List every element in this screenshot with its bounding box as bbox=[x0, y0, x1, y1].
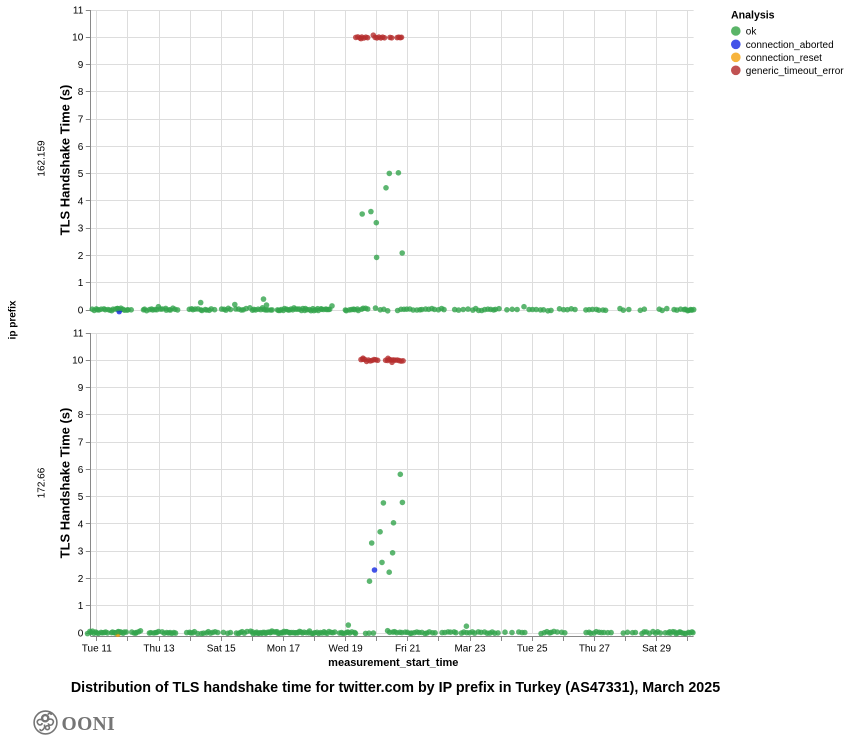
svg-text:2: 2 bbox=[78, 251, 84, 262]
svg-text:3: 3 bbox=[78, 224, 84, 235]
svg-text:9: 9 bbox=[78, 60, 84, 71]
svg-text:TLS Handshake Time (s): TLS Handshake Time (s) bbox=[57, 408, 72, 559]
svg-text:0: 0 bbox=[78, 628, 84, 639]
svg-text:connection_aborted: connection_aborted bbox=[746, 40, 834, 51]
svg-text:5: 5 bbox=[78, 169, 84, 180]
svg-text:Fri 21: Fri 21 bbox=[395, 644, 421, 655]
svg-text:1: 1 bbox=[78, 601, 84, 612]
svg-text:0: 0 bbox=[78, 305, 84, 316]
svg-text:Mar 23: Mar 23 bbox=[454, 644, 486, 655]
svg-text:Thu 27: Thu 27 bbox=[579, 644, 611, 655]
svg-text:9: 9 bbox=[78, 383, 84, 394]
svg-text:Analysis: Analysis bbox=[731, 10, 775, 22]
svg-text:TLS Handshake Time (s): TLS Handshake Time (s) bbox=[57, 85, 72, 236]
svg-text:generic_timeout_error: generic_timeout_error bbox=[746, 66, 844, 77]
svg-text:10: 10 bbox=[72, 33, 84, 44]
svg-text:Tue 11: Tue 11 bbox=[82, 644, 112, 655]
svg-text:8: 8 bbox=[78, 410, 84, 421]
svg-text:162.159: 162.159 bbox=[36, 140, 47, 177]
svg-text:Thu 13: Thu 13 bbox=[143, 644, 175, 655]
svg-text:6: 6 bbox=[78, 142, 84, 153]
svg-text:4: 4 bbox=[78, 196, 84, 207]
svg-text:10: 10 bbox=[72, 356, 84, 367]
svg-text:Sat 15: Sat 15 bbox=[207, 644, 236, 655]
svg-text:6: 6 bbox=[78, 465, 84, 476]
svg-text:Mon 17: Mon 17 bbox=[267, 644, 301, 655]
svg-text:4: 4 bbox=[78, 519, 84, 530]
svg-text:measurement_start_time: measurement_start_time bbox=[328, 657, 458, 669]
svg-text:Tue 25: Tue 25 bbox=[517, 644, 548, 655]
svg-text:2: 2 bbox=[78, 574, 84, 585]
svg-text:3: 3 bbox=[78, 547, 84, 558]
svg-text:7: 7 bbox=[78, 115, 84, 126]
svg-text:Wed 19: Wed 19 bbox=[328, 644, 363, 655]
svg-text:11: 11 bbox=[73, 328, 84, 339]
svg-text:1: 1 bbox=[78, 278, 84, 289]
svg-text:7: 7 bbox=[78, 438, 84, 449]
svg-text:OONI: OONI bbox=[62, 714, 116, 735]
svg-text:5: 5 bbox=[78, 492, 84, 503]
svg-text:Distribution of TLS handshake: Distribution of TLS handshake time for t… bbox=[71, 680, 720, 696]
svg-text:172.66: 172.66 bbox=[36, 467, 47, 498]
svg-text:11: 11 bbox=[73, 5, 84, 16]
svg-text:connection_reset: connection_reset bbox=[746, 53, 822, 64]
svg-text:Sat 29: Sat 29 bbox=[642, 644, 671, 655]
svg-text:ok: ok bbox=[746, 27, 758, 38]
svg-text:ip prefix: ip prefix bbox=[8, 300, 19, 339]
svg-text:8: 8 bbox=[78, 87, 84, 98]
